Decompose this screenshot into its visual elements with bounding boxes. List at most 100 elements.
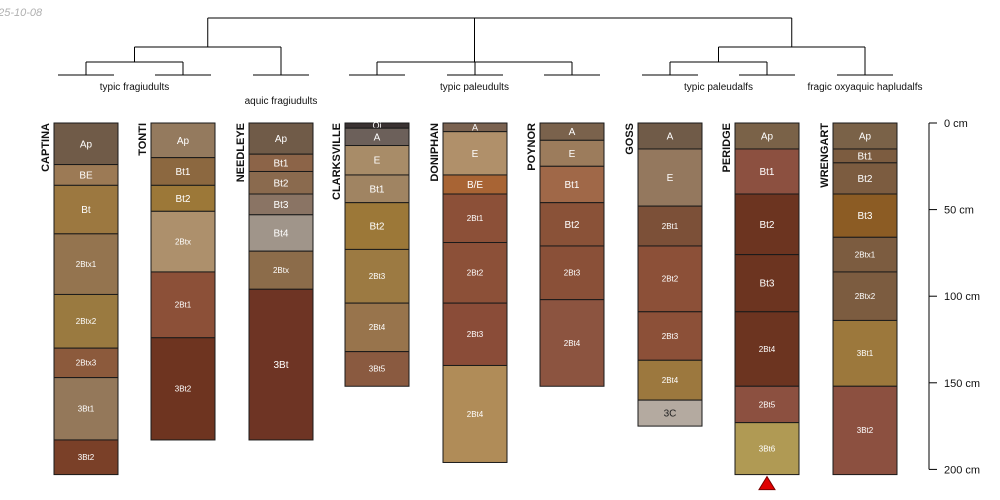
profile-name-label: PERIDGE (721, 123, 733, 173)
horizon-label: 2Bt4 (759, 345, 776, 354)
horizon-label: Bt3 (857, 211, 872, 222)
horizon-label: BE (79, 170, 93, 181)
horizon-label: 2Bt4 (369, 323, 386, 332)
horizon-label: 2Bt3 (467, 330, 484, 339)
horizon-label: E (667, 173, 674, 184)
horizon-label: Ap (275, 134, 288, 145)
horizon-label: A (667, 131, 674, 142)
depth-tick-label: 150 cm (944, 378, 980, 390)
horizon-label: B/E (467, 180, 483, 191)
horizon-3c (637, 399, 703, 427)
profile-clarksville: CLARKSVILLE OiA E Bt1 Bt2 2Bt3 2Bt4 3Bt5 (331, 121, 410, 387)
horizon-label: E (472, 149, 479, 160)
horizon-bt3 (832, 193, 898, 238)
depth-tick-label: 100 cm (944, 291, 980, 303)
horizon-label: Ap (761, 131, 774, 142)
horizon-bt1 (344, 174, 410, 204)
depth-axis: 0 cm 50 cm 100 cm 150 cm 200 cm (928, 118, 980, 476)
horizon-2btx2 (53, 293, 119, 349)
horizon-label: 2Bt4 (467, 410, 484, 419)
horizon-label: Bt2 (273, 178, 288, 189)
horizon-3bt2 (832, 385, 898, 476)
horizon-label: Bt4 (273, 228, 288, 239)
horizon-label: Bt3 (759, 279, 774, 290)
horizon-2btx (150, 210, 216, 273)
horizon-bt (53, 184, 119, 235)
group-labels: typic fragiudults aquic fragiudults typic … (100, 82, 923, 107)
dendrogram (58, 17, 893, 76)
horizon-bt2 (344, 202, 410, 250)
horizon-label: 2Btx (273, 266, 289, 275)
horizon-label: 2Btx1 (855, 250, 876, 259)
profile-name-label: WRENGART (819, 123, 831, 188)
horizon-label: Bt2 (564, 220, 579, 231)
horizon-label: Bt2 (369, 222, 384, 233)
profile-goss: GOSS A E 2Bt1 2Bt2 2Bt3 2Bt4 3C (624, 122, 703, 427)
horizon-label: 3Bt6 (759, 444, 776, 453)
horizon-bt2 (832, 162, 898, 195)
profile-name-label: POYNOR (526, 123, 538, 171)
horizon-ap (53, 122, 119, 166)
horizon-ap (150, 122, 216, 159)
horizon-label: Ap (80, 139, 93, 150)
horizon-label: Bt1 (273, 158, 288, 169)
horizon-label: 3Bt (273, 360, 288, 371)
group-label-typic-paleudalfs: typic paleudalfs (684, 82, 753, 93)
horizon-label: 2Btx (175, 237, 191, 246)
horizon-2bt2 (637, 245, 703, 313)
horizon-bt2 (734, 193, 800, 256)
horizon-label: 2Btx1 (76, 260, 97, 269)
horizon-label: 3Bt1 (78, 405, 95, 414)
horizon-a (637, 122, 703, 150)
horizon-label: 2Bt1 (175, 301, 192, 310)
group-label-typic-paleudults: typic paleudults (440, 82, 509, 93)
horizon-2bt4 (442, 364, 508, 463)
horizon-label: 3Bt2 (78, 453, 95, 462)
horizon-label: Bt2 (759, 220, 774, 231)
horizon-label: 3Bt5 (369, 365, 386, 374)
group-label-aquic-fragiudults: aquic fragiudults (245, 96, 318, 107)
profile-tonti: TONTI Ap Bt1 Bt2 2Btx 2Bt1 3Bt2 (137, 122, 216, 441)
horizon-label: 2Bt2 (467, 269, 484, 278)
horizon-2bt2 (442, 242, 508, 304)
horizon-3bt2 (150, 337, 216, 441)
truncation-marker-icon (758, 475, 776, 491)
horizon-ap (734, 122, 800, 150)
horizon-2bt4 (637, 359, 703, 401)
horizon-label: Bt1 (759, 167, 774, 178)
horizon-3bt6 (734, 422, 800, 476)
horizon-bt2 (539, 202, 605, 247)
depth-tick-label: 200 cm (944, 464, 980, 476)
horizon-label: 2Bt4 (662, 376, 679, 385)
horizon-label: Bt3 (273, 200, 288, 211)
horizon-2btx2 (832, 271, 898, 321)
horizon-2bt3 (539, 245, 605, 301)
horizon-label: A (569, 127, 576, 138)
profile-name-label: DONIPHAN (429, 123, 441, 182)
horizon-label: 2Bt3 (564, 269, 581, 278)
horizon-label: E (569, 149, 576, 160)
horizon-e (344, 145, 410, 176)
horizon-label: A (374, 132, 381, 143)
horizon-label: 3C (664, 409, 677, 420)
horizon-3bt5 (344, 351, 410, 387)
horizon-2bt4 (539, 299, 605, 387)
profile-name-label: GOSS (624, 123, 636, 155)
horizon-label: 2Bt2 (662, 275, 679, 284)
horizon-label: Bt1 (857, 151, 872, 162)
horizon-label: 2Btx2 (76, 317, 97, 326)
horizon-3bt2 (53, 439, 119, 476)
horizon-label: Oi (373, 121, 382, 131)
profile-poynor: POYNOR AE Bt1 Bt2 2Bt3 2Bt4 (526, 122, 605, 387)
horizon-bt1 (539, 165, 605, 204)
profile-name-label: CLARKSVILLE (331, 123, 343, 200)
horizon-2bt3 (637, 311, 703, 361)
horizon-label: Bt1 (369, 184, 384, 195)
profile-name-label: NEEDLEYE (235, 123, 247, 182)
horizon-3bt (248, 288, 314, 441)
horizon-label: Bt (81, 205, 91, 216)
depth-tick-label: 50 cm (944, 205, 974, 217)
horizon-label: 2Bt5 (759, 400, 776, 409)
horizon-label: A (472, 122, 478, 132)
horizon-label: 2Bt3 (662, 332, 679, 341)
